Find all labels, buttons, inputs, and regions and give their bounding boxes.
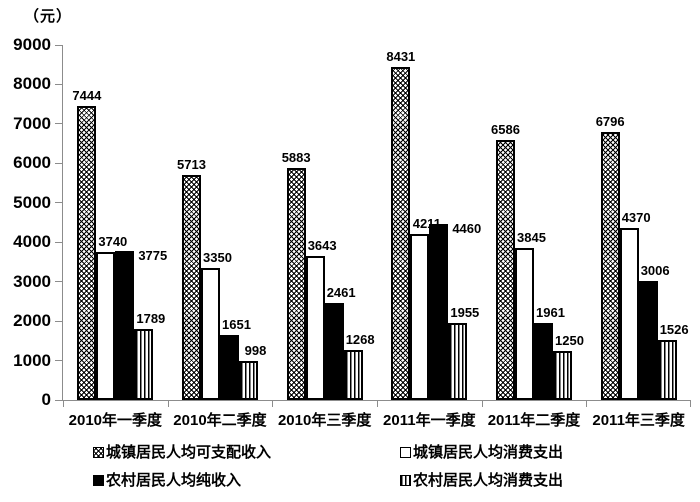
x-axis-category-label: 2011年一季度	[383, 412, 476, 429]
y-axis-tick	[55, 241, 62, 243]
y-axis-tick-label: 8000	[13, 74, 51, 94]
legend-marker-crosshatch-icon	[93, 447, 104, 458]
bar-value-label: 1526	[659, 321, 689, 337]
bar-vstripe	[134, 329, 154, 400]
bar-value-label: 2461	[326, 284, 356, 300]
bar-vstripe	[553, 350, 572, 400]
bar-value-label: 8431	[386, 49, 416, 65]
legend-marker-solid-icon	[93, 475, 104, 486]
bar-vstripe	[448, 322, 468, 400]
bar-crosshatch	[286, 167, 306, 400]
bar-solid	[324, 302, 344, 400]
legend-item: 城镇居民人均消费支出	[400, 445, 563, 460]
y-axis-tick-label: 9000	[13, 35, 51, 54]
bar-white	[305, 256, 325, 400]
legend-marker-vstripe-icon	[400, 475, 411, 486]
bar-white	[201, 267, 220, 400]
legend-item: 农村居民人均消费支出	[400, 473, 563, 488]
bar-value-label: 1250	[555, 332, 584, 348]
bar-solid	[115, 251, 135, 400]
y-axis-tick	[55, 281, 62, 283]
bar-white	[515, 248, 534, 400]
x-axis-tick	[690, 401, 691, 407]
y-axis-tick	[55, 123, 62, 125]
bar-vstripe	[239, 360, 258, 400]
x-axis-tick	[272, 401, 274, 407]
x-axis-category-label: 2011年二季度	[487, 412, 581, 429]
plot-area: 0 1000 2000 3000 4000 5000 6000 7000 8000 9000 201…	[13, 36, 691, 429]
bar-crosshatch	[182, 174, 201, 400]
x-axis-category-label: 2010年三季度	[277, 412, 372, 429]
bar-value-label: 3006	[640, 263, 670, 279]
legend-item: 城镇居民人均可支配收入	[93, 445, 271, 460]
bar-crosshatch	[391, 67, 411, 400]
bar-crosshatch	[77, 106, 97, 400]
bar-value-label: 998	[244, 342, 267, 358]
legend-label: 农村居民人均消费支出	[413, 472, 564, 489]
y-axis-tick	[55, 360, 62, 362]
y-axis-tick-label: 2000	[13, 311, 51, 331]
bar-value-label: 1961	[536, 304, 565, 320]
bar-value-label: 1789	[136, 311, 166, 327]
bar-value-label: 4370	[621, 209, 651, 225]
bar-solid	[638, 281, 658, 400]
y-axis-tick	[55, 162, 62, 164]
bar-value-label: 5883	[281, 149, 311, 165]
y-axis-tick	[55, 399, 62, 401]
x-axis-category-label: 2011年三季度	[592, 412, 685, 429]
legend-marker-white-icon	[400, 447, 411, 458]
bar-value-label: 7444	[72, 88, 102, 104]
bar-vstripe	[343, 350, 363, 400]
bar-value-label: 1651	[222, 316, 251, 332]
x-axis-tick	[63, 401, 64, 407]
y-axis-tick-label: 7000	[13, 113, 51, 133]
bar-white	[410, 233, 430, 400]
bar-value-label: 6586	[491, 122, 520, 138]
bar-value-label: 3350	[203, 249, 232, 265]
bar-white	[96, 252, 116, 400]
legend-label: 农村居民人均纯收入	[106, 472, 242, 489]
bar-value-label: 5713	[177, 156, 206, 172]
bar-value-label: 1955	[450, 304, 480, 320]
bar-value-label: 3643	[307, 238, 337, 254]
x-axis-category-label: 2010年二季度	[173, 412, 267, 429]
y-axis-tick-label: 1000	[13, 350, 51, 370]
y-axis-unit-label: （元）	[24, 8, 73, 25]
x-axis-tick	[586, 401, 588, 407]
bar-solid	[429, 224, 449, 400]
y-axis-tick	[55, 83, 62, 85]
bar-white	[619, 227, 639, 400]
y-axis-tick	[55, 320, 62, 322]
bar-value-label: 3775	[138, 248, 168, 264]
y-axis-tick	[55, 44, 62, 46]
bar-value-label: 6796	[595, 113, 625, 129]
y-axis-tick-label: 5000	[13, 192, 51, 212]
y-axis-tick-label: 3000	[13, 271, 51, 291]
y-axis-tick-label: 4000	[13, 232, 51, 252]
y-axis-tick	[55, 202, 62, 204]
bar-value-label: 3740	[98, 234, 128, 250]
bar-value-label: 4460	[452, 221, 482, 237]
legend-label: 城镇居民人均消费支出	[413, 444, 564, 461]
bar-value-label: 1268	[345, 331, 375, 347]
bar-crosshatch	[600, 131, 620, 400]
x-axis-tick	[481, 401, 483, 407]
y-axis-tick-label: 6000	[13, 153, 51, 173]
legend-label: 城镇居民人均可支配收入	[106, 444, 272, 461]
y-axis-tick-label: 0	[41, 390, 51, 409]
bar-vstripe	[657, 339, 677, 400]
x-axis-tick	[167, 401, 169, 407]
legend-item: 农村居民人均纯收入	[93, 473, 241, 488]
bar-crosshatch	[496, 140, 515, 400]
bar-solid	[534, 322, 553, 400]
bar-solid	[220, 334, 239, 400]
x-axis-tick	[377, 401, 378, 407]
x-axis-category-label: 2010年一季度	[68, 412, 163, 429]
bar-value-label: 3845	[517, 230, 546, 246]
